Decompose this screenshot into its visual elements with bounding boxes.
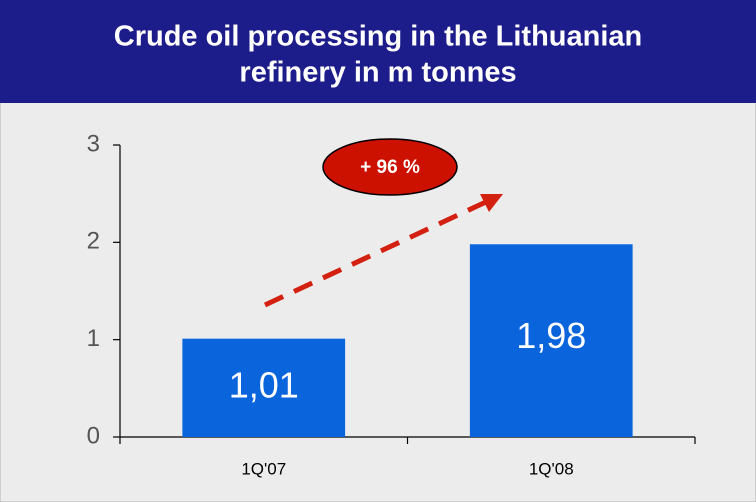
y-tick-label: 3 xyxy=(87,130,100,157)
y-tick-label: 0 xyxy=(87,422,100,449)
y-tick-label: 1 xyxy=(87,325,100,352)
arrow-head xyxy=(480,194,503,212)
bar xyxy=(469,244,633,437)
title-banner xyxy=(0,0,756,103)
annotation: + 96 % xyxy=(360,157,420,178)
trend-arrow xyxy=(263,198,490,308)
chart-title: refinery in m tonnes xyxy=(239,57,516,89)
value-label: 1,98 xyxy=(516,315,586,356)
value-label: 1,01 xyxy=(229,364,299,405)
x-tick-label: 1Q'07 xyxy=(241,459,286,478)
annotation-badge xyxy=(322,138,458,196)
chart-title: Crude oil processing in the Lithuanian xyxy=(114,21,643,53)
bar xyxy=(182,338,346,437)
y-tick-label: 2 xyxy=(87,228,100,255)
x-tick-label: 1Q'08 xyxy=(529,459,574,478)
